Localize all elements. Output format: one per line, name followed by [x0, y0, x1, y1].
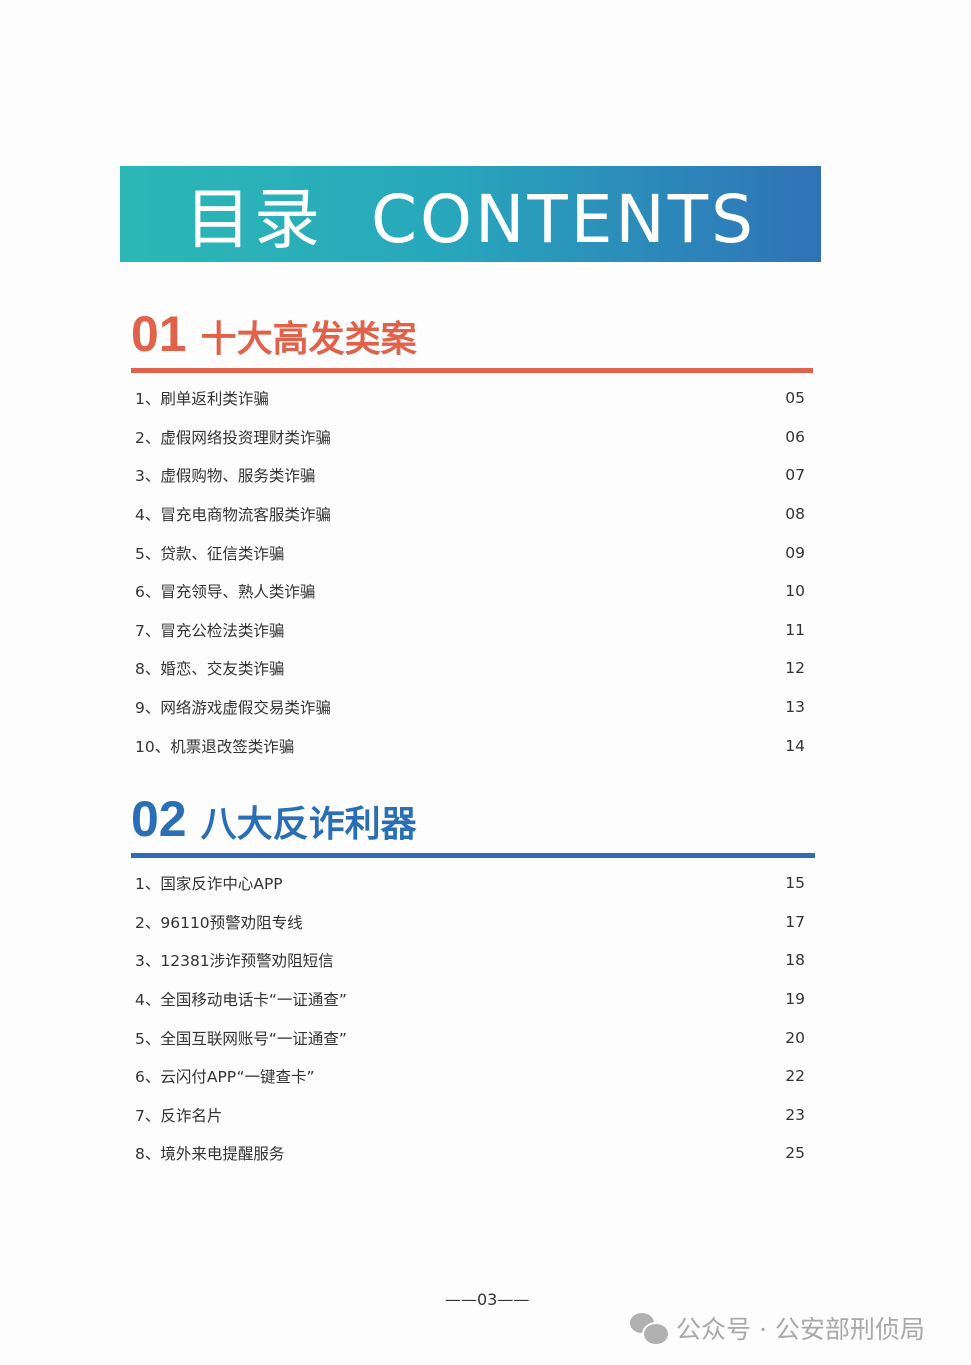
toc-entry-page: 08: [785, 505, 805, 524]
toc-entry[interactable]: 2、96110预警劝阻专线 17: [135, 903, 805, 942]
wechat-icon: [630, 1313, 670, 1346]
toc-entry-label: 1、刷单返利类诈骗: [135, 390, 269, 409]
toc-entry[interactable]: 6、冒充领导、熟人类诈骗 10: [135, 572, 805, 611]
toc-entry[interactable]: 7、反诈名片 23: [135, 1096, 805, 1135]
toc-entry-label: 8、婚恋、交友类诈骗: [135, 660, 285, 679]
watermark: 公众号 · 公安部刑侦局: [630, 1310, 925, 1346]
toc-entry-page: 07: [785, 466, 805, 485]
toc-entry-page: 10: [785, 582, 805, 601]
banner-title: 目录 CONTENTS: [185, 181, 756, 258]
section-divider: [131, 368, 813, 373]
toc-entry[interactable]: 7、冒充公检法类诈骗 11: [135, 611, 805, 650]
toc-entry[interactable]: 1、刷单返利类诈骗 05: [135, 379, 805, 418]
toc-entry-page: 20: [785, 1028, 805, 1047]
section-heading-02: 02 八大反诈利器: [131, 790, 417, 848]
toc-entry-label: 6、云闪付APP“一键查卡”: [135, 1068, 315, 1087]
toc-entry-page: 15: [785, 874, 805, 893]
toc-entry-label: 1、国家反诈中心APP: [135, 875, 283, 894]
toc-entry-page: 06: [785, 427, 805, 446]
toc-entry[interactable]: 10、机票退改签类诈骗 14: [135, 726, 805, 765]
toc-entry[interactable]: 5、贷款、征信类诈骗 09: [135, 533, 805, 572]
toc-entry[interactable]: 2、虚假网络投资理财类诈骗 06: [135, 418, 805, 457]
section-heading-01: 01 十大高发类案: [131, 305, 417, 363]
toc-entry-page: 14: [785, 736, 805, 755]
toc-entry-label: 3、虚假购物、服务类诈骗: [135, 467, 316, 486]
toc-entry-label: 8、境外来电提醒服务: [135, 1145, 285, 1164]
toc-entry-label: 4、冒充电商物流客服类诈骗: [135, 506, 331, 525]
section-divider: [131, 853, 815, 858]
page-number: ——03——: [445, 1290, 530, 1309]
section-title: 八大反诈利器: [200, 803, 417, 845]
toc-entry-page: 13: [785, 698, 805, 717]
contents-banner: 目录 CONTENTS: [120, 166, 821, 262]
section-01-list: 1、刷单返利类诈骗 05 2、虚假网络投资理财类诈骗 06 3、虚假购物、服务类诈骗 07…: [135, 379, 805, 765]
toc-entry[interactable]: 1、国家反诈中心APP 15: [135, 864, 805, 903]
toc-entry-label: 5、贷款、征信类诈骗: [135, 544, 285, 563]
toc-entry-label: 6、冒充领导、熟人类诈骗: [135, 583, 316, 602]
toc-entry-page: 17: [785, 912, 805, 931]
toc-entry-page: 05: [785, 389, 805, 408]
toc-entry-label: 7、反诈名片: [135, 1106, 223, 1125]
toc-entry[interactable]: 3、虚假购物、服务类诈骗 07: [135, 456, 805, 495]
toc-entry[interactable]: 8、婚恋、交友类诈骗 12: [135, 649, 805, 688]
toc-entry-label: 5、全国互联网账号“一证通查”: [135, 1029, 347, 1048]
toc-entry-label: 2、虚假网络投资理财类诈骗: [135, 428, 331, 447]
section-number: 02: [131, 791, 187, 847]
section-title: 十大高发类案: [200, 318, 417, 360]
toc-entry[interactable]: 4、全国移动电话卡“一证通查” 19: [135, 980, 805, 1019]
toc-entry-page: 18: [785, 951, 805, 970]
toc-entry[interactable]: 6、云闪付APP“一键查卡” 22: [135, 1057, 805, 1096]
toc-entry-page: 11: [785, 620, 805, 639]
toc-entry-page: 25: [785, 1144, 805, 1163]
toc-entry[interactable]: 9、网络游戏虚假交易类诈骗 13: [135, 688, 805, 727]
toc-entry-page: 09: [785, 543, 805, 562]
toc-entry-label: 10、机票退改签类诈骗: [135, 737, 295, 756]
toc-entry-page: 12: [785, 659, 805, 678]
toc-entry[interactable]: 8、境外来电提醒服务 25: [135, 1134, 805, 1173]
toc-entry-page: 19: [785, 990, 805, 1009]
toc-entry-label: 7、冒充公检法类诈骗: [135, 621, 285, 640]
toc-entry-page: 23: [785, 1105, 805, 1124]
toc-entry-label: 9、网络游戏虚假交易类诈骗: [135, 699, 331, 718]
toc-entry-label: 3、12381涉诈预警劝阻短信: [135, 952, 334, 971]
section-number: 01: [131, 306, 187, 362]
toc-entry-page: 22: [785, 1067, 805, 1086]
toc-entry[interactable]: 5、全国互联网账号“一证通查” 20: [135, 1018, 805, 1057]
toc-entry[interactable]: 3、12381涉诈预警劝阻短信 18: [135, 941, 805, 980]
toc-entry-label: 2、96110预警劝阻专线: [135, 913, 303, 932]
watermark-text: 公众号 · 公安部刑侦局: [676, 1315, 925, 1344]
section-02-list: 1、国家反诈中心APP 15 2、96110预警劝阻专线 17 3、12381涉诈预警劝…: [135, 864, 805, 1173]
toc-entry[interactable]: 4、冒充电商物流客服类诈骗 08: [135, 495, 805, 534]
toc-entry-label: 4、全国移动电话卡“一证通查”: [135, 991, 347, 1010]
